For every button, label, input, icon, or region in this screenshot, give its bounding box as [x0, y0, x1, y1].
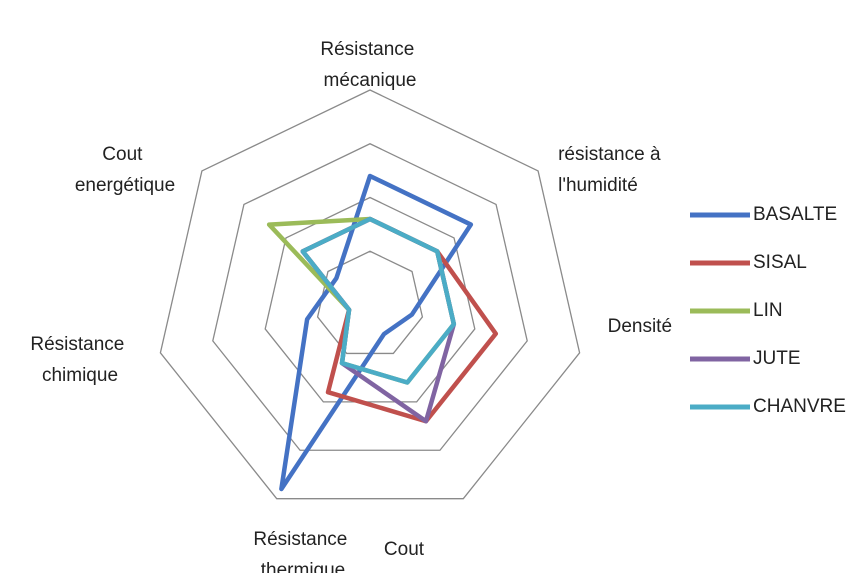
legend-label: JUTE [753, 348, 801, 369]
grid-ring [316, 250, 424, 355]
grid-ring [264, 196, 476, 403]
legend-label: SISAL [753, 252, 807, 273]
category-label: résistance à l'humidité [558, 144, 666, 196]
legend-label: LIN [753, 300, 783, 321]
legend-label: BASALTE [753, 204, 837, 225]
category-label: Résistance chimique [30, 334, 129, 386]
series-line [300, 216, 499, 424]
grid-ring [159, 89, 581, 500]
grid-ring [212, 143, 528, 451]
category-label: Résistance mécanique [320, 39, 419, 91]
legend-label: CHANVRE [753, 396, 846, 417]
category-label: Résistance thermique [253, 529, 352, 573]
series-line [300, 216, 457, 385]
category-label: Cout energétique [75, 144, 175, 196]
category-label: Densité [608, 316, 672, 337]
category-label: Cout [384, 539, 425, 560]
